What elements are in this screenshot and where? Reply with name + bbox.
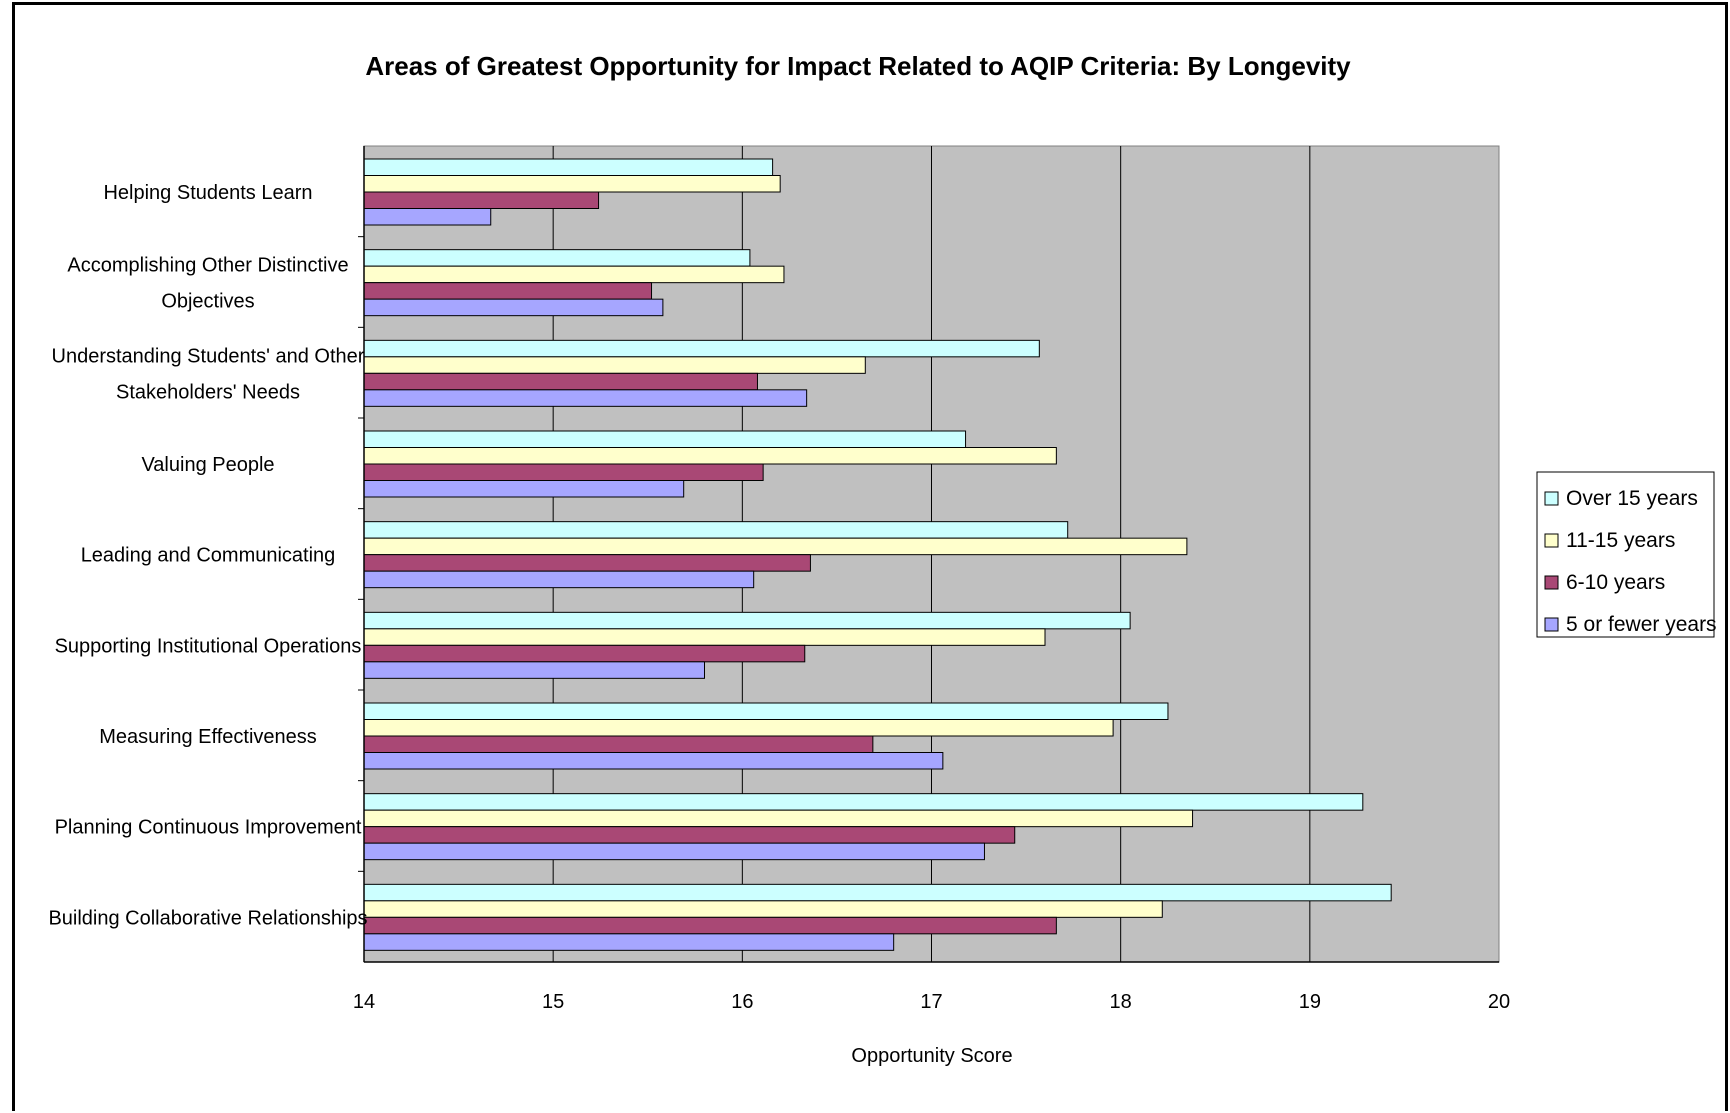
category-label: Building Collaborative Relationships <box>48 907 367 929</box>
category-label: Understanding Students' and Other Stakeho… <box>52 345 365 403</box>
x-tick-label: 18 <box>1110 991 1132 1013</box>
bar-5-or-fewer-years <box>363 480 685 498</box>
x-tick-label: 20 <box>1488 991 1510 1013</box>
category-label: Measuring Effectiveness <box>99 726 317 748</box>
category-label: Supporting Institutional Operations <box>55 635 362 657</box>
bar-11-15-years <box>363 265 785 284</box>
bar-over-15-years <box>363 430 967 448</box>
bar-11-15-years <box>363 175 781 193</box>
legend-box <box>1536 471 1715 638</box>
bar-11-15-years <box>363 719 1114 737</box>
bar-11-15-years <box>363 809 1194 828</box>
bar-11-15-years <box>363 628 1046 646</box>
bar-11-15-years <box>363 356 866 374</box>
category-label: Accomplishing Other Distinctive Objective… <box>67 255 348 313</box>
bar-5-or-fewer-years <box>363 661 705 679</box>
bar-11-15-years <box>363 447 1057 465</box>
x-tick-label: 19 <box>1299 991 1321 1013</box>
chart-title: Areas of Greatest Opportunity for Impact… <box>365 51 1351 81</box>
x-tick-label: 17 <box>920 991 942 1013</box>
x-tick-label: 16 <box>731 991 753 1013</box>
bar-6-10-years <box>363 644 806 663</box>
bar-6-10-years <box>363 554 811 572</box>
bar-6-10-years <box>363 463 764 481</box>
bar-over-15-years <box>363 339 1040 358</box>
legend-label: Over 15 years <box>1566 487 1698 510</box>
bar-6-10-years <box>363 282 653 300</box>
legend: Over 15 years 11-15 years 6-10 years 5 or f… <box>1536 471 1717 638</box>
bar-6-10-years <box>363 372 758 391</box>
category-label: Valuing People <box>141 454 274 476</box>
bar-11-15-years <box>363 900 1163 918</box>
bar-over-15-years <box>363 793 1364 811</box>
bar-6-10-years <box>363 735 874 753</box>
legend-swatch <box>1544 575 1559 590</box>
bar-over-15-years <box>363 521 1069 539</box>
bar-6-10-years <box>363 826 1016 844</box>
bar-over-15-years <box>363 702 1169 720</box>
bar-5-or-fewer-years <box>363 389 808 407</box>
legend-swatch <box>1544 491 1559 506</box>
legend-swatch <box>1544 533 1559 548</box>
bar-5-or-fewer-years <box>363 842 985 861</box>
category-label: Leading and Communicating <box>81 545 336 567</box>
bar-5-or-fewer-years <box>363 208 492 226</box>
bar-5-or-fewer-years <box>363 752 944 770</box>
category-label: Planning Continuous Improvement <box>55 817 362 839</box>
x-tick-label: 14 <box>353 991 375 1013</box>
x-tick-label: 15 <box>542 991 564 1013</box>
legend-label: 6-10 years <box>1566 571 1665 594</box>
bar-6-10-years <box>363 191 600 209</box>
bar-5-or-fewer-years <box>363 298 664 317</box>
bar-6-10-years <box>363 916 1057 935</box>
bar-over-15-years <box>363 249 751 267</box>
bar-over-15-years <box>363 158 774 176</box>
bar-over-15-years <box>363 611 1131 630</box>
bar-over-15-years <box>363 883 1392 902</box>
legend-label: 5 or fewer years <box>1566 613 1717 636</box>
legend-swatch <box>1544 617 1559 632</box>
plot-area: Helping Students Learn Accomplishing Othe… <box>48 145 1510 1013</box>
category-label: Helping Students Learn <box>103 182 312 204</box>
legend-label: 11-15 years <box>1566 529 1675 552</box>
bar-5-or-fewer-years <box>363 570 755 589</box>
bar-11-15-years <box>363 537 1188 556</box>
bar-5-or-fewer-years <box>363 933 895 951</box>
x-axis-label: Opportunity Score <box>851 1045 1012 1067</box>
